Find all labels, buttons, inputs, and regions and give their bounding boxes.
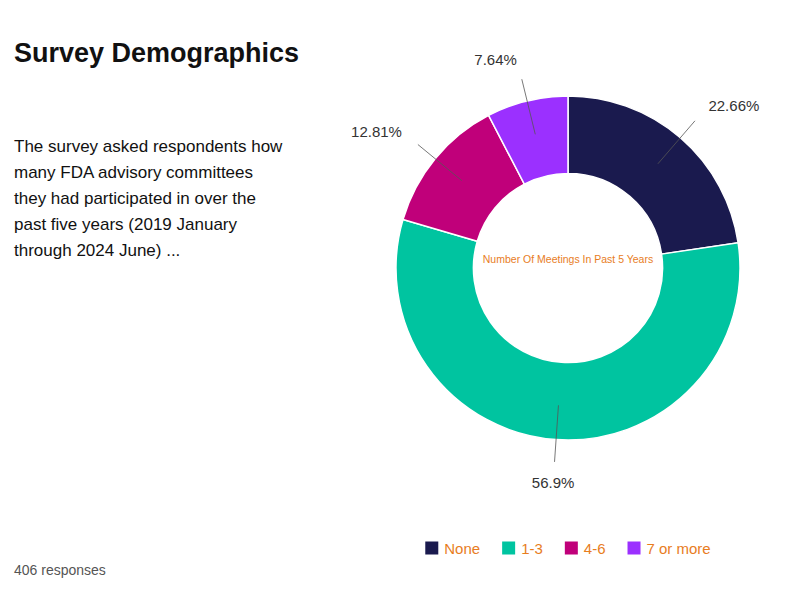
connector-line — [418, 145, 462, 181]
chart: Survey Demographics The survey asked resp… — [0, 0, 789, 601]
donut-slice — [396, 219, 740, 440]
data-label: 56.9% — [532, 474, 575, 491]
legend-swatch — [502, 542, 515, 555]
center-label: Number Of Meetings In Past 5 Years — [483, 253, 653, 265]
data-label: 22.66% — [708, 97, 759, 114]
title: Survey Demographics — [14, 38, 299, 68]
donut-slice — [568, 96, 738, 254]
labels: 22.66% 56.9% 12.81% 7.64% — [351, 51, 759, 491]
donut-slice — [489, 96, 568, 184]
legend-label: 1-3 — [521, 540, 543, 557]
connector-line — [658, 121, 695, 164]
background — [0, 0, 789, 601]
legend-label: 7 or more — [647, 540, 711, 557]
connector-line — [522, 79, 535, 134]
footer: 406 responses — [14, 562, 106, 578]
donut — [396, 96, 740, 440]
legend-label: 4-6 — [584, 540, 606, 557]
description: The survey asked respondents howmany FDA… — [14, 137, 283, 260]
legend: None 1-3 4-6 7 or more — [425, 540, 710, 557]
data-label: 7.64% — [474, 51, 517, 68]
data-label: 12.81% — [351, 123, 402, 140]
legend-swatch — [565, 542, 578, 555]
legend-swatch — [425, 542, 438, 555]
connector-line — [555, 405, 559, 462]
legend-swatch — [628, 542, 641, 555]
legend-label: None — [444, 540, 480, 557]
